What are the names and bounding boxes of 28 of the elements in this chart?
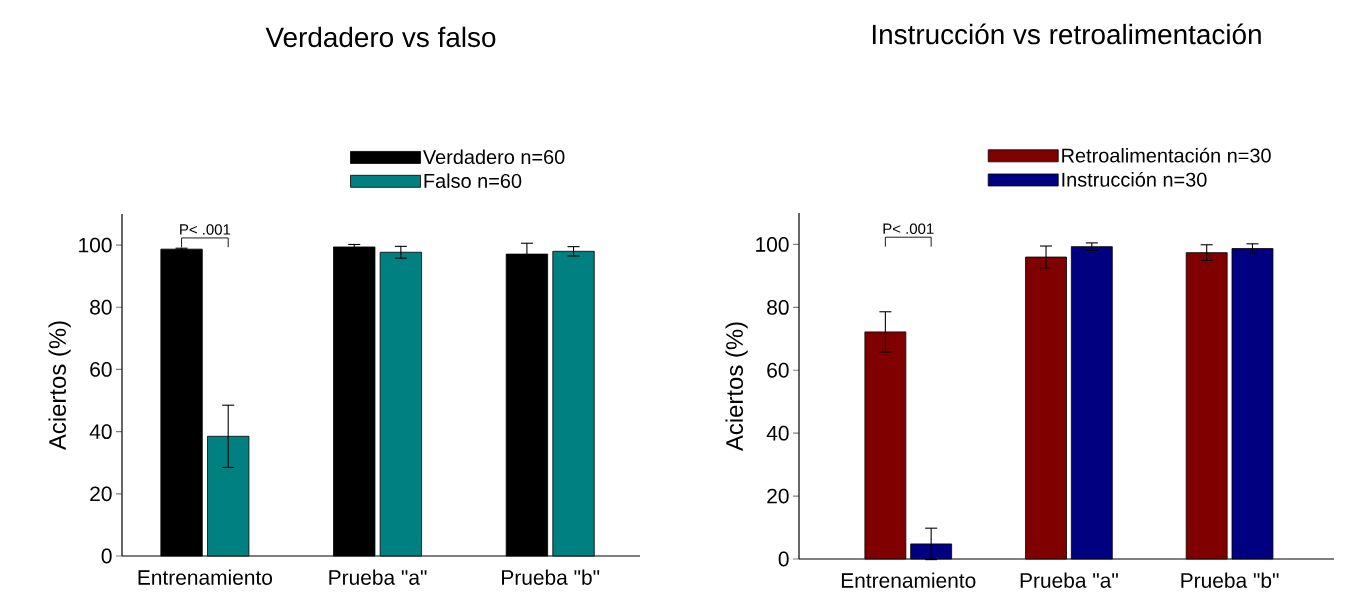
legend-label: Retroalimentación n=30 — [1062, 147, 1271, 163]
x-tick-label: Prueba "a" — [329, 569, 427, 585]
chart-title: Instrucción vs retroalimentación — [872, 23, 1261, 45]
legend-label: Verdadero n=60 — [423, 149, 565, 165]
x-tick-label: Prueba "a" — [1020, 572, 1118, 588]
x-tick-label: Prueba "b" — [502, 569, 600, 585]
y-tick-label: 100 — [79, 237, 112, 253]
y-tick-label: 80 — [767, 299, 789, 315]
annotation: P< .001 — [883, 223, 934, 235]
y-axis-title: Aciertos (%) — [725, 322, 748, 452]
annotation: P< .001 — [180, 224, 231, 235]
y-tick-label: 60 — [90, 362, 112, 377]
x-tick-label: Entrenamiento — [841, 572, 976, 588]
y-tick-label: 100 — [756, 237, 789, 252]
y-tick-label: 40 — [89, 424, 112, 440]
y-axis-title: Aciertos (%) — [48, 321, 71, 451]
y-tick-label: 20 — [90, 486, 112, 502]
y-tick-label: 0 — [101, 548, 112, 564]
x-tick-label: Prueba "b" — [1181, 572, 1279, 588]
y-tick-label: 0 — [778, 551, 789, 567]
x-tick-label: Entrenamiento — [138, 569, 273, 585]
legend-label: Falso n=60 — [424, 173, 522, 188]
y-tick-label: 40 — [766, 425, 789, 441]
chart-title: Verdadero vs falso — [265, 26, 496, 48]
legend-label: Instrucción n=30 — [1062, 171, 1207, 187]
y-tick-label: 20 — [767, 488, 789, 504]
y-tick-label: 80 — [90, 299, 112, 315]
y-tick-label: 60 — [767, 362, 789, 378]
